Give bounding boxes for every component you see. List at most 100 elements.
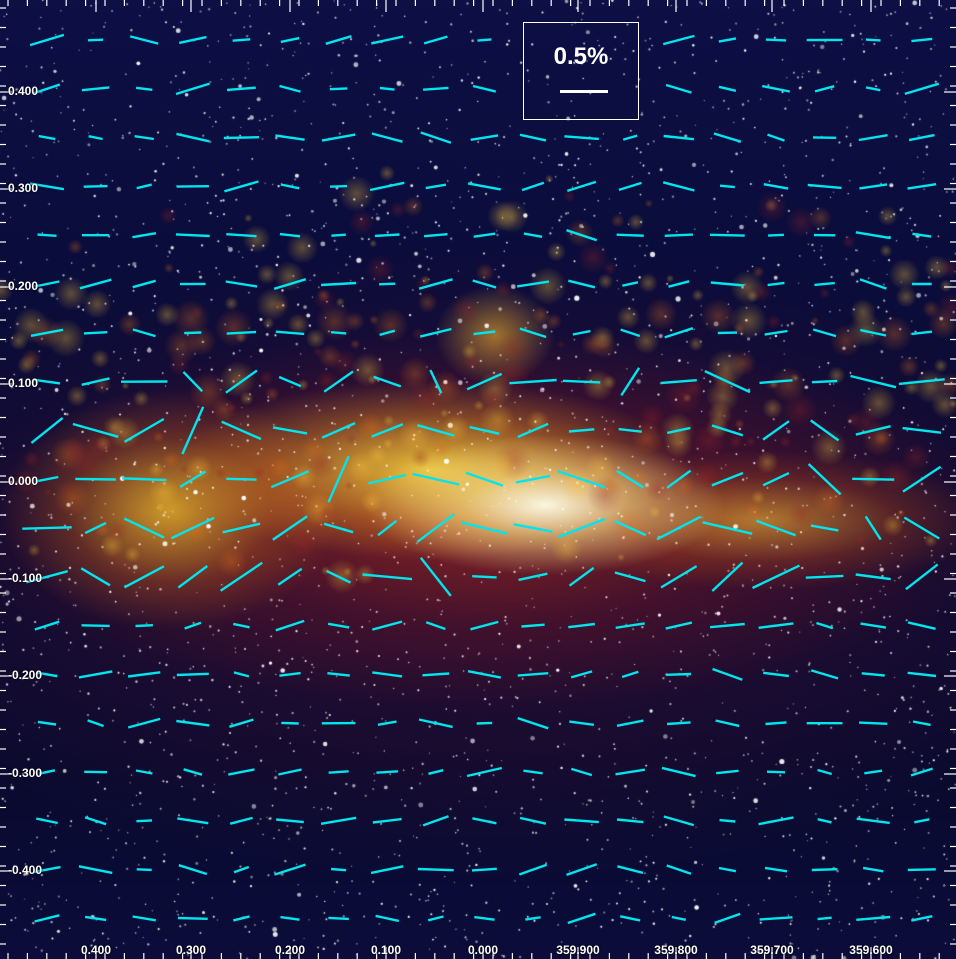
polarization-vector: [664, 327, 694, 339]
polarization-vector: [136, 819, 153, 823]
polarization-vector: [907, 183, 937, 190]
polarization-vector: [566, 863, 598, 877]
polarization-vector: [321, 133, 356, 142]
x-tick-label: 0.300: [175, 943, 207, 957]
polarization-vector: [521, 181, 545, 192]
polarization-vector: [30, 416, 64, 444]
polarization-vector: [751, 564, 801, 590]
y-tick-label: 0.200: [8, 279, 39, 293]
polarization-vector: [814, 85, 835, 93]
polarization-vector: [418, 718, 453, 729]
polarization-vector: [666, 864, 692, 875]
polarization-vector: [865, 38, 881, 42]
polarization-vector: [467, 182, 501, 191]
polarization-vector: [668, 280, 690, 288]
polarization-vector: [914, 818, 930, 824]
polarization-vector: [902, 465, 942, 493]
polarization-vector: [372, 817, 402, 824]
polarization-vector: [569, 720, 595, 726]
polarization-vector: [572, 329, 591, 336]
polarization-vector: [856, 915, 891, 921]
polarization-vector: [902, 426, 942, 434]
polarization-vector: [423, 35, 448, 45]
polarization-vector: [175, 233, 210, 238]
polarization-vector: [281, 721, 299, 725]
polarization-vector: [181, 406, 205, 455]
polarization-vector: [176, 672, 209, 677]
polarization-vector: [763, 671, 789, 678]
polarization-vector: [810, 524, 839, 532]
polarization-vector: [764, 329, 788, 336]
polarization-vector: [225, 369, 258, 394]
polarization-vector: [417, 867, 454, 872]
polarization-vector: [226, 477, 257, 481]
polarization-vector: [275, 134, 305, 141]
polarization-vector: [509, 378, 557, 385]
polarization-vector: [570, 670, 593, 679]
polarization-vector: [620, 328, 641, 338]
polarization-vector: [412, 472, 460, 486]
polarization-vector: [709, 622, 745, 629]
polarization-vector: [228, 768, 255, 776]
polarization-vector: [331, 867, 347, 872]
polarization-vector: [852, 477, 895, 481]
y-tick-label: -0.300: [8, 766, 43, 780]
polarization-vector: [170, 516, 215, 540]
polarization-vector: [419, 556, 452, 597]
polarization-vector: [279, 671, 301, 677]
polarization-vector: [278, 768, 302, 776]
polarization-vector: [467, 670, 502, 679]
polarization-vector: [275, 330, 305, 336]
polarization-vector: [325, 35, 352, 45]
polarization-vector: [37, 720, 57, 726]
polarization-vector: [374, 233, 400, 238]
polarization-vector: [619, 915, 641, 922]
y-tick-label: -0.400: [8, 863, 43, 877]
polarization-vector: [622, 281, 639, 287]
polarization-vector: [84, 816, 107, 826]
polarization-vector: [33, 865, 61, 874]
polarization-vector: [615, 622, 645, 629]
polarization-vector: [663, 134, 695, 141]
polarization-vector: [182, 371, 204, 393]
polarization-vector: [425, 183, 447, 190]
polarization-vector: [184, 331, 202, 335]
polarization-vector: [80, 567, 111, 587]
polarization-vector: [36, 671, 58, 678]
polarization-vector: [78, 670, 113, 679]
polarization-vector: [859, 183, 888, 190]
polarization-vector: [379, 329, 396, 337]
polarization-vector: [904, 82, 940, 96]
x-tick-label: 0.400: [80, 943, 112, 957]
polarization-vector: [710, 281, 745, 287]
polarization-vector: [817, 818, 832, 824]
polarization-vector: [812, 328, 837, 338]
polarization-vector: [564, 818, 599, 824]
polarization-vector: [911, 915, 933, 922]
polarization-vector: [476, 721, 493, 725]
polarization-vector: [321, 281, 357, 287]
polarization-vector: [328, 770, 349, 774]
polarization-vector: [327, 672, 350, 677]
polarization-vector: [35, 475, 59, 483]
polarization-vector: [807, 463, 842, 496]
polarization-vector: [178, 864, 208, 876]
polarization-vector: [765, 721, 787, 726]
x-tick-label: 359.700: [750, 943, 794, 957]
polarization-vector: [123, 417, 165, 443]
polarization-vector: [660, 379, 697, 385]
polarization-vector: [855, 425, 891, 436]
polarization-vector: [710, 233, 745, 237]
polarization-vector: [616, 719, 644, 727]
polarization-vector: [377, 720, 397, 726]
polarization-vector: [912, 232, 932, 238]
polarization-vector: [466, 372, 503, 391]
polarization-vector: [666, 469, 692, 489]
polarization-vector: [616, 233, 644, 237]
polarization-vector: [768, 233, 784, 237]
polarization-vector: [662, 34, 695, 46]
polarization-vector: [470, 620, 499, 631]
polarization-vector: [368, 473, 407, 485]
polarization-vector: [903, 516, 940, 540]
